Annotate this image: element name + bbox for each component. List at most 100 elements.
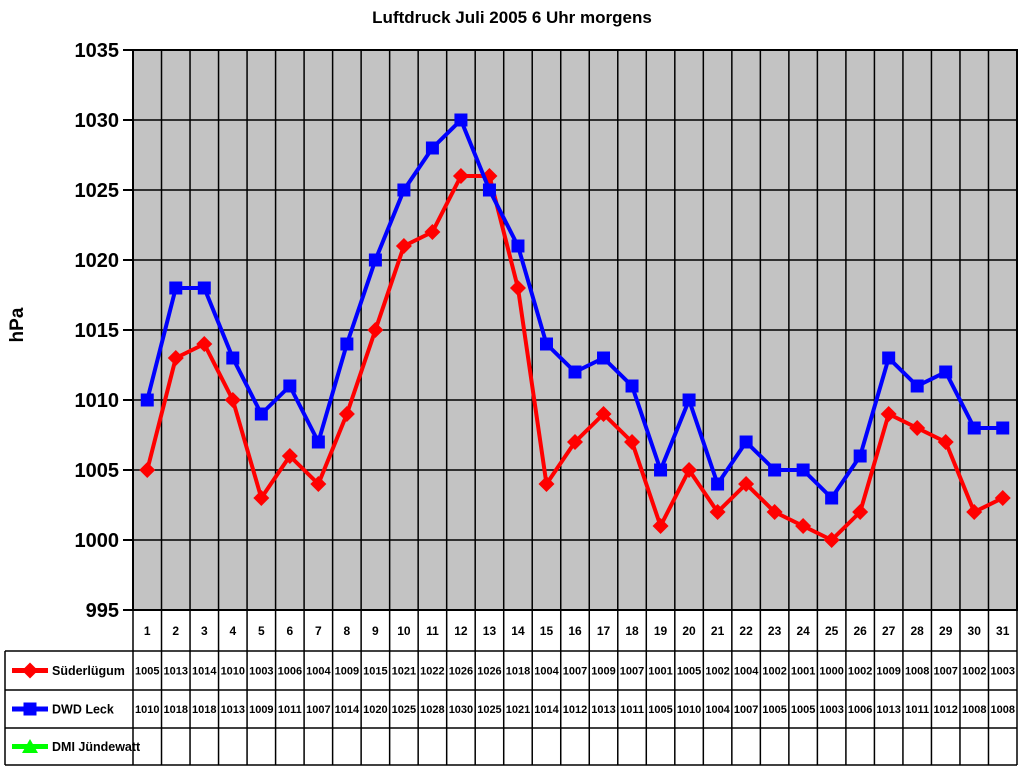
table-value-cell: 1009	[335, 666, 359, 678]
data-point-square	[711, 477, 725, 491]
legend-label: Süderlügum	[52, 664, 125, 678]
table-value-cell: 1007	[933, 666, 957, 678]
data-point-square	[311, 435, 325, 449]
table-value-cell: 1005	[677, 666, 701, 678]
table-value-cell: 1010	[677, 704, 701, 716]
table-value-cell: 1010	[135, 704, 159, 716]
table-value-cell: 1003	[990, 666, 1014, 678]
table-value-cell: 1012	[933, 704, 957, 716]
data-point-diamond	[281, 448, 298, 464]
day-header-cell: 7	[315, 624, 322, 638]
data-point-square	[454, 113, 468, 127]
table-value-cell: 1004	[306, 666, 331, 678]
table-value-cell: 1009	[591, 666, 615, 678]
table-value-cell: 1011	[620, 704, 644, 716]
day-header-cell: 17	[597, 624, 611, 638]
data-point-diamond	[766, 504, 783, 520]
legend-marker-diamond	[22, 662, 38, 679]
table-value-cell: 1014	[335, 704, 360, 716]
table-value-cell: 1030	[449, 704, 473, 716]
table-value-cell: 1009	[876, 666, 900, 678]
table-value-cell: 1003	[249, 666, 273, 678]
y-tick-label: 1035	[75, 40, 120, 62]
day-header-cell: 2	[172, 624, 179, 638]
table-value-cell: 1006	[848, 704, 872, 716]
data-point-square	[939, 365, 953, 379]
data-point-diamond	[823, 532, 840, 548]
table-value-cell: 1007	[620, 666, 644, 678]
day-header-cell: 10	[397, 624, 411, 638]
data-point-square	[910, 379, 924, 393]
table-value-cell: 1007	[306, 704, 330, 716]
table-value-cell: 1026	[477, 666, 501, 678]
table-value-cell: 1005	[791, 704, 815, 716]
data-point-square	[511, 239, 525, 253]
table-value-cell: 1007	[734, 704, 758, 716]
table-value-cell: 1004	[705, 704, 730, 716]
table-value-cell: 1018	[192, 704, 216, 716]
data-point-diamond	[595, 406, 612, 422]
data-point-square	[197, 281, 211, 295]
table-value-cell: 1006	[278, 666, 302, 678]
data-point-diamond	[253, 490, 270, 506]
data-point-square	[967, 421, 981, 435]
table-value-cell: 1025	[392, 704, 416, 716]
data-point-diamond	[681, 462, 698, 478]
table-value-cell: 1005	[762, 704, 786, 716]
data-point-square	[654, 463, 668, 477]
data-point-diamond	[567, 434, 583, 450]
day-header-cell: 28	[911, 624, 925, 638]
table-value-cell: 1001	[791, 666, 815, 678]
table-value-cell: 1008	[962, 704, 986, 716]
data-point-diamond	[652, 518, 669, 534]
day-header-cell: 21	[711, 624, 725, 638]
y-tick-label: 1015	[75, 320, 120, 342]
data-point-square	[768, 463, 782, 477]
data-point-diamond	[167, 350, 184, 366]
legend-label: DMI Jündewatt	[52, 740, 141, 754]
data-point-square	[425, 141, 439, 155]
day-header-cell: 18	[625, 624, 639, 638]
table-value-cell: 1002	[962, 666, 986, 678]
data-point-square	[568, 365, 582, 379]
day-header-cell: 16	[568, 624, 582, 638]
table-value-cell: 1014	[534, 704, 559, 716]
data-point-square	[368, 253, 382, 267]
day-header-cell: 15	[540, 624, 554, 638]
data-point-diamond	[909, 420, 926, 436]
data-point-square	[283, 379, 297, 393]
data-point-square	[226, 351, 240, 365]
day-header-cell: 27	[882, 624, 896, 638]
data-point-diamond	[452, 168, 469, 184]
table-value-cell: 1012	[563, 704, 587, 716]
data-point-diamond	[367, 322, 384, 338]
day-header-cell: 25	[825, 624, 839, 638]
data-point-diamond	[624, 434, 641, 450]
data-point-diamond	[424, 224, 441, 240]
table-value-cell: 1018	[506, 666, 530, 678]
data-point-square	[397, 183, 411, 197]
data-point-square	[825, 491, 839, 505]
table-value-cell: 1013	[221, 704, 245, 716]
legend-marker-triangle	[22, 739, 38, 753]
table-value-cell: 1008	[905, 666, 929, 678]
data-point-diamond	[966, 504, 983, 520]
day-header-cell: 13	[483, 624, 497, 638]
day-header-cell: 24	[796, 624, 810, 638]
y-tick-label: 995	[86, 600, 119, 622]
table-value-cell: 1010	[221, 666, 245, 678]
day-header-cell: 26	[853, 624, 867, 638]
y-tick-label: 1005	[75, 460, 120, 482]
data-point-diamond	[224, 392, 241, 408]
table-value-cell: 1000	[819, 666, 843, 678]
data-point-diamond	[338, 406, 355, 422]
y-tick-label: 1025	[75, 180, 120, 202]
y-tick-label: 1020	[75, 250, 120, 272]
table-value-cell: 1009	[249, 704, 273, 716]
chart-title: Luftdruck Juli 2005 6 Uhr morgens	[372, 8, 652, 27]
table-value-cell: 1008	[990, 704, 1014, 716]
y-tick-label: 1030	[75, 110, 120, 132]
table-value-cell: 1014	[192, 666, 217, 678]
table-value-cell: 1025	[477, 704, 501, 716]
day-header-cell: 19	[654, 624, 668, 638]
